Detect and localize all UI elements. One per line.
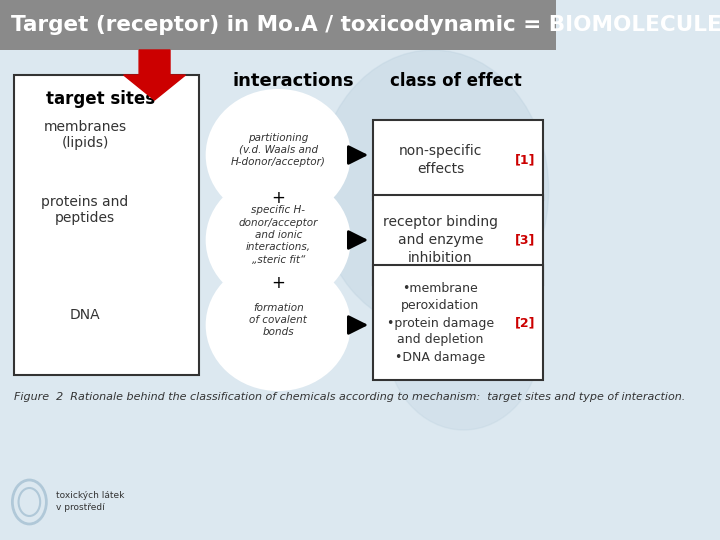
Text: receptor binding
and enzyme
inhibition: receptor binding and enzyme inhibition bbox=[383, 214, 498, 265]
Ellipse shape bbox=[207, 175, 350, 305]
Text: [1]: [1] bbox=[515, 153, 536, 166]
FancyBboxPatch shape bbox=[0, 0, 557, 50]
Text: interactions: interactions bbox=[233, 72, 354, 90]
Text: •membrane
peroxidation
•protein damage
and depletion
•DNA damage: •membrane peroxidation •protein damage a… bbox=[387, 282, 494, 363]
Text: Figure  2  Rationale behind the classification of chemicals according to mechani: Figure 2 Rationale behind the classifica… bbox=[14, 392, 685, 402]
Text: membranes
(lipids): membranes (lipids) bbox=[43, 120, 127, 150]
Text: toxických látek: toxických látek bbox=[55, 491, 124, 501]
Ellipse shape bbox=[387, 250, 541, 430]
Text: Target (receptor) in Mo.A / toxicodynamic = BIOMOLECULE: Target (receptor) in Mo.A / toxicodynami… bbox=[11, 15, 720, 35]
Text: proteins and
peptides: proteins and peptides bbox=[41, 195, 129, 225]
Text: specific H-
donor/acceptor
and ionic
interactions,
„steric fit“: specific H- donor/acceptor and ionic int… bbox=[238, 205, 318, 265]
Text: +: + bbox=[271, 189, 285, 207]
Text: v prostředí: v prostředí bbox=[55, 503, 104, 512]
FancyBboxPatch shape bbox=[373, 195, 544, 285]
Text: class of effect: class of effect bbox=[390, 72, 522, 90]
Text: DNA: DNA bbox=[70, 308, 100, 322]
Text: non-specific
effects: non-specific effects bbox=[399, 144, 482, 176]
FancyBboxPatch shape bbox=[14, 75, 199, 375]
Ellipse shape bbox=[207, 260, 350, 390]
Ellipse shape bbox=[317, 50, 549, 330]
Text: formation
of covalent
bonds: formation of covalent bonds bbox=[249, 302, 307, 338]
Text: partitioning
(v.d. Waals and
H-donor/acceptor): partitioning (v.d. Waals and H-donor/acc… bbox=[231, 133, 325, 167]
Text: +: + bbox=[271, 274, 285, 292]
Text: [2]: [2] bbox=[515, 316, 536, 329]
FancyBboxPatch shape bbox=[373, 120, 544, 200]
Polygon shape bbox=[124, 50, 186, 100]
FancyBboxPatch shape bbox=[373, 265, 544, 380]
Ellipse shape bbox=[207, 90, 350, 220]
Text: [3]: [3] bbox=[516, 233, 536, 246]
Text: target sites: target sites bbox=[46, 90, 155, 108]
